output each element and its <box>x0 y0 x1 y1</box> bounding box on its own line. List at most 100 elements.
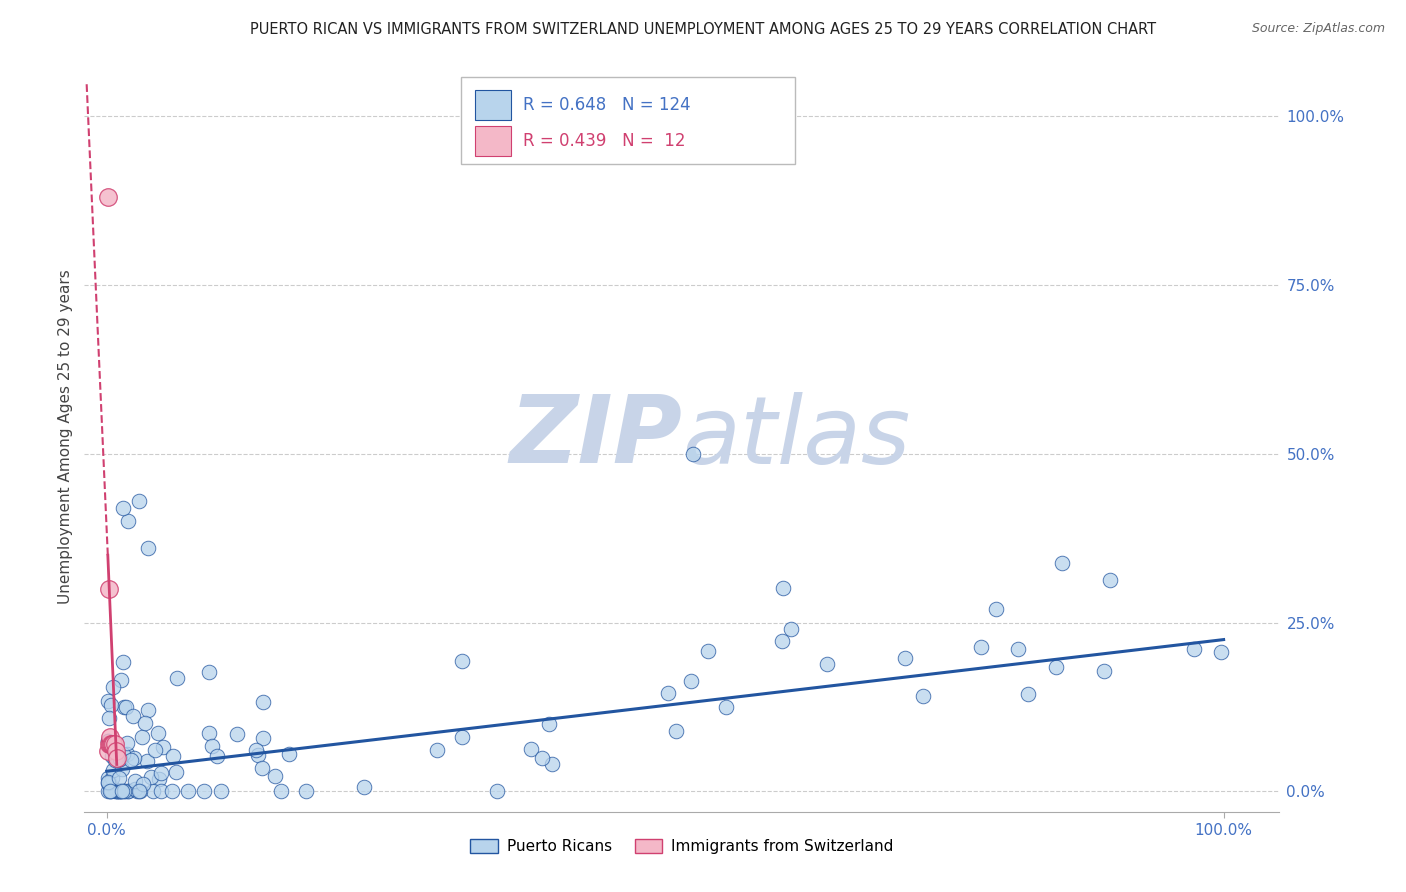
Text: atlas: atlas <box>682 392 910 483</box>
Point <box>264 769 287 783</box>
Point <box>97 734 120 748</box>
Point <box>122 751 145 765</box>
Point <box>252 761 274 775</box>
Point <box>148 726 170 740</box>
Point <box>1045 660 1067 674</box>
Point <box>104 744 127 758</box>
Point <box>115 736 138 750</box>
Point <box>98 731 121 745</box>
Point <box>714 699 737 714</box>
Point <box>278 747 301 761</box>
Text: ZIP: ZIP <box>509 391 682 483</box>
Point <box>160 784 183 798</box>
Point <box>110 784 132 798</box>
Point <box>110 784 132 798</box>
Point <box>697 643 720 657</box>
Point <box>114 784 136 798</box>
Point <box>108 752 131 766</box>
Point <box>519 742 541 756</box>
Point <box>252 731 274 745</box>
Point <box>486 784 509 798</box>
Text: Source: ZipAtlas.com: Source: ZipAtlas.com <box>1251 22 1385 36</box>
FancyBboxPatch shape <box>475 90 510 120</box>
Point <box>134 716 156 731</box>
Point <box>1017 687 1039 701</box>
Point <box>201 739 224 754</box>
Point <box>1007 642 1029 657</box>
FancyBboxPatch shape <box>461 78 796 163</box>
Legend: Puerto Ricans, Immigrants from Switzerland: Puerto Ricans, Immigrants from Switzerla… <box>464 833 900 860</box>
Point <box>104 784 127 798</box>
Point <box>136 541 159 556</box>
Point <box>97 775 120 789</box>
Point <box>97 784 120 798</box>
Point <box>112 784 135 798</box>
Point <box>246 747 269 762</box>
Point <box>97 190 120 204</box>
Point <box>143 743 166 757</box>
Point <box>97 776 120 790</box>
Point <box>97 582 120 596</box>
Point <box>198 665 221 680</box>
Point <box>105 784 128 798</box>
Point <box>108 784 131 798</box>
Point <box>100 737 122 751</box>
Point <box>97 737 120 751</box>
Point <box>98 777 121 791</box>
Point <box>657 685 679 699</box>
FancyBboxPatch shape <box>475 126 510 156</box>
Point <box>107 753 129 767</box>
Point <box>124 774 146 789</box>
Point <box>815 657 838 671</box>
Point <box>131 730 153 744</box>
Point <box>128 784 150 798</box>
Point <box>1099 573 1122 587</box>
Text: R = 0.439   N =  12: R = 0.439 N = 12 <box>523 132 686 150</box>
Point <box>207 749 229 764</box>
Point <box>541 757 564 772</box>
Point <box>120 753 142 767</box>
Point <box>451 731 474 745</box>
Point <box>165 764 187 779</box>
Point <box>1050 556 1073 570</box>
Point <box>197 726 219 740</box>
Point <box>770 634 793 648</box>
Point <box>104 753 127 767</box>
Point <box>780 623 803 637</box>
Point <box>124 782 146 797</box>
Point <box>425 743 447 757</box>
Point <box>984 602 1007 616</box>
Point <box>295 784 318 798</box>
Point <box>108 784 131 798</box>
Point <box>97 771 120 785</box>
Point <box>1182 641 1205 656</box>
Point <box>104 747 127 762</box>
Point <box>105 784 128 798</box>
Point <box>538 716 561 731</box>
Point <box>772 581 794 595</box>
Point <box>152 739 174 754</box>
Point <box>111 763 134 777</box>
Point <box>530 751 553 765</box>
Point <box>100 784 122 798</box>
Point <box>1209 645 1232 659</box>
Point <box>112 747 135 762</box>
Point <box>177 784 200 798</box>
Point <box>665 724 688 739</box>
Point <box>679 673 702 688</box>
Point <box>101 748 124 763</box>
Point <box>149 766 172 780</box>
Point <box>97 734 120 748</box>
Point <box>682 447 704 461</box>
Point <box>97 694 120 708</box>
Point <box>98 738 121 752</box>
Point <box>112 655 135 669</box>
Point <box>245 743 267 757</box>
Point <box>103 737 125 751</box>
Point <box>970 640 993 654</box>
Point <box>101 763 124 777</box>
Point <box>911 689 934 703</box>
Point <box>97 744 120 758</box>
Point <box>100 698 122 712</box>
Y-axis label: Unemployment Among Ages 25 to 29 years: Unemployment Among Ages 25 to 29 years <box>58 269 73 605</box>
